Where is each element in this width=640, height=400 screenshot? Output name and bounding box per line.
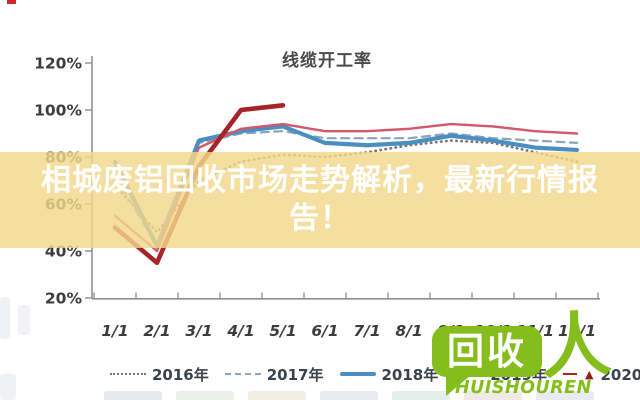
y-tick-label: 20% [45, 290, 83, 308]
legend-item-2020: ▲ 2020年 [563, 364, 640, 385]
legend-solid-line-icon [339, 371, 376, 377]
legend-label: 2016年 [152, 365, 209, 384]
legend-label: 2018年 [381, 365, 439, 384]
x-tick-label: 6/1 [311, 322, 338, 340]
headline-line-1: 相城废铝回收市场走势解析，最新行情报 [41, 163, 599, 198]
triangle-marker-icon: ▲ [585, 367, 594, 381]
blur-artifact [18, 305, 30, 335]
chart-legend: 2016年 2017年 2018年 2019年 ▲ 2020年 [0, 363, 640, 385]
legend-label: 2017年 [266, 365, 324, 384]
legend-label: 2019年 [490, 365, 547, 384]
red-edge-mark [7, 0, 16, 4]
y-tick-label: 100% [34, 102, 82, 120]
x-tick-label: 1/1 [101, 322, 128, 340]
chart-title: 线缆开工率 [282, 51, 372, 71]
legend-dashed-line-icon [224, 373, 261, 375]
x-tick-label: 11/1 [516, 322, 554, 340]
x-tick-label: 7/1 [353, 322, 380, 340]
headline-banner: 相城废铝回收市场走势解析，最新行情报 告！ [0, 152, 640, 248]
x-tick-label: 10/1 [474, 322, 512, 340]
x-tick-label: 5/1 [269, 322, 296, 340]
legend-label: 2020年 [600, 365, 640, 384]
x-tick-label: 3/1 [185, 322, 212, 340]
legend-thin-line-icon [454, 372, 485, 376]
x-tick-label: 2/1 [143, 322, 170, 340]
headline-line-2: 告！ [289, 201, 351, 236]
x-tick-label: 4/1 [226, 322, 254, 340]
x-tick-label: 8/1 [395, 322, 422, 340]
legend-item-2019: 2019年 [454, 364, 547, 385]
y-tick-label: 120% [34, 55, 82, 73]
bottom-thumbnails-strip [0, 391, 640, 400]
legend-dotted-line-icon [110, 373, 146, 375]
x-tick-label: 9/1 [437, 322, 464, 340]
legend-item-2016: 2016年 [110, 364, 209, 385]
legend-marker-line-icon [563, 372, 577, 376]
blur-artifact [0, 297, 10, 339]
blur-artifact [0, 374, 16, 400]
legend-item-2018: 2018年 [339, 364, 439, 385]
x-tick-label: 12/1 [558, 322, 596, 340]
legend-item-2017: 2017年 [224, 364, 324, 385]
